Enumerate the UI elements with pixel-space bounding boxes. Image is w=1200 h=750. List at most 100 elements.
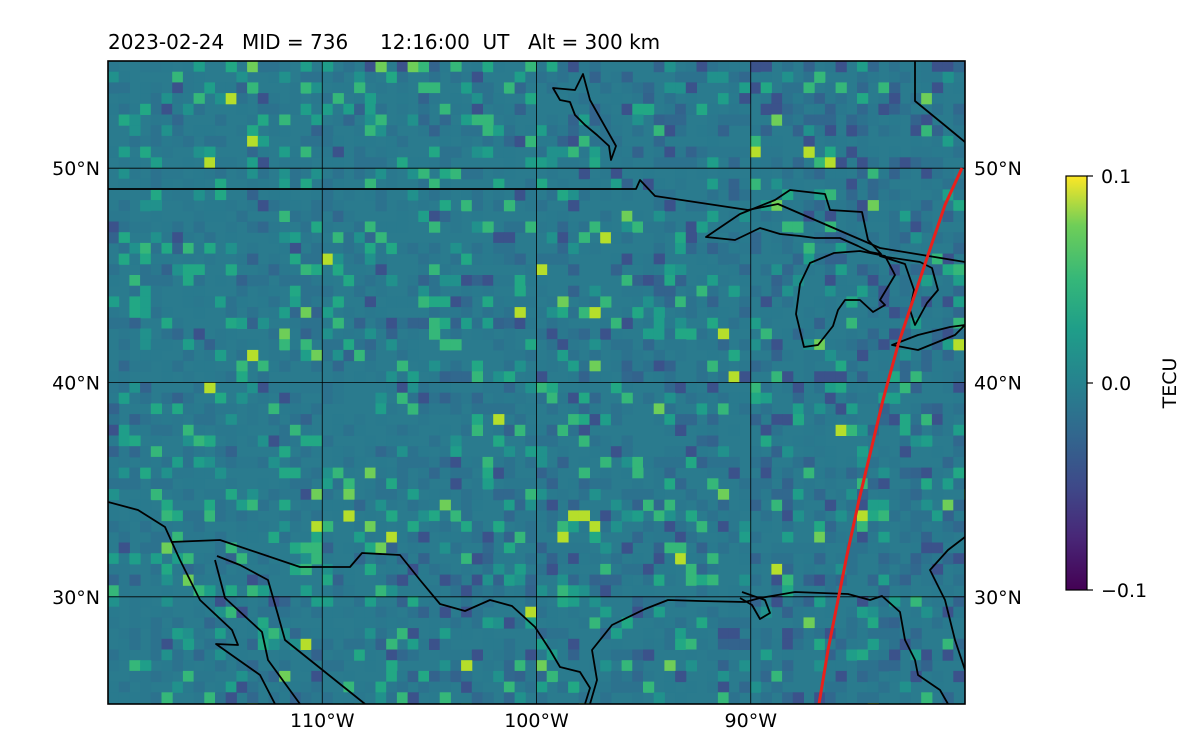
tec-cell	[193, 382, 205, 394]
tec-cell	[268, 61, 280, 73]
tec-cell	[803, 221, 815, 233]
tec-cell	[471, 456, 483, 469]
tec-cell	[215, 606, 227, 618]
tec-cell	[546, 606, 558, 618]
tec-cell	[140, 264, 152, 276]
tec-cell	[375, 114, 387, 126]
tec-cell	[225, 446, 237, 458]
tec-cell	[685, 638, 697, 650]
tec-cell	[632, 114, 644, 126]
tec-cell	[857, 489, 869, 501]
tec-cell	[289, 242, 302, 255]
tec-cell	[685, 382, 697, 394]
tec-cell	[439, 521, 451, 533]
tec-cell	[792, 628, 804, 640]
tec-cell	[503, 103, 516, 115]
tec-cell	[279, 521, 291, 533]
tec-cell	[707, 157, 719, 169]
tec-cell	[118, 232, 130, 244]
tec-cell	[857, 317, 869, 329]
tec-cell	[279, 435, 291, 447]
tec-cell	[289, 467, 302, 479]
tec-cell	[193, 71, 205, 83]
tec-cell	[675, 339, 687, 351]
tec-cell	[707, 317, 719, 329]
tec-cell	[268, 189, 280, 201]
tec-cell	[782, 414, 794, 426]
tec-cell	[578, 296, 590, 308]
tec-cell	[439, 424, 451, 436]
tec-cell	[332, 253, 344, 265]
tec-cell	[824, 189, 837, 201]
tec-cell	[279, 403, 291, 415]
tec-cell	[418, 670, 430, 683]
tec-cell	[536, 446, 548, 458]
tec-cell	[493, 371, 505, 383]
tec-cell	[568, 339, 580, 351]
tec-cell	[568, 585, 580, 597]
tec-cell	[835, 157, 847, 169]
tec-cell	[803, 435, 815, 447]
tec-cell	[247, 82, 259, 94]
tec-cell	[931, 596, 944, 608]
tec-cell	[536, 328, 548, 340]
tec-cell	[889, 71, 901, 83]
tec-cell	[247, 125, 259, 137]
tec-cell	[129, 157, 141, 169]
gulf-of-california-east	[216, 555, 366, 704]
tec-cell	[503, 424, 516, 436]
tec-cell	[182, 392, 195, 404]
tec-cell	[760, 221, 772, 233]
tec-cell	[375, 82, 387, 94]
tec-cell	[867, 638, 879, 650]
tec-cell	[857, 200, 869, 212]
tec-cell	[760, 467, 772, 479]
tec-cell	[161, 467, 173, 479]
tec-cell	[332, 414, 344, 426]
tec-cell	[182, 264, 195, 276]
tec-cell	[461, 585, 473, 597]
tec-cell	[857, 446, 869, 458]
tec-cell	[215, 681, 227, 693]
tec-cell	[921, 82, 933, 94]
tec-cell	[835, 681, 847, 693]
tec-cell	[450, 296, 462, 308]
tec-cell	[664, 660, 676, 672]
tec-cell	[300, 264, 312, 276]
tec-cell	[557, 232, 569, 244]
tec-cell	[717, 510, 730, 522]
tec-cell	[835, 275, 847, 287]
tec-cell	[503, 82, 516, 94]
tec-cell	[343, 456, 355, 469]
tec-cell	[857, 146, 869, 158]
tec-cell	[354, 521, 366, 533]
tec-cell	[942, 178, 954, 190]
tec-cell	[814, 435, 826, 447]
tec-cell	[857, 467, 869, 479]
tec-cell	[557, 210, 569, 222]
tec-cell	[236, 125, 248, 137]
tec-cell	[364, 296, 376, 308]
tec-cell	[921, 275, 933, 287]
tec-cell	[675, 125, 687, 137]
tec-cell	[482, 553, 494, 565]
tec-cell	[182, 510, 195, 522]
tec-cell	[182, 135, 195, 148]
tec-cell	[461, 681, 473, 693]
tec-cell	[953, 596, 965, 608]
tec-cell	[921, 200, 933, 212]
tec-cell	[717, 114, 730, 126]
tec-cell	[161, 392, 173, 404]
tec-cell	[685, 510, 697, 522]
tec-cell	[461, 596, 473, 608]
tec-cell	[760, 392, 772, 404]
tec-cell	[610, 135, 623, 148]
tec-cell	[289, 456, 302, 469]
tec-cell	[514, 221, 526, 233]
tec-cell	[878, 178, 890, 190]
tec-cell	[643, 103, 655, 115]
tec-cell	[675, 307, 687, 319]
tec-cell	[803, 574, 815, 586]
tec-cell	[546, 435, 558, 447]
tec-cell	[514, 82, 526, 94]
